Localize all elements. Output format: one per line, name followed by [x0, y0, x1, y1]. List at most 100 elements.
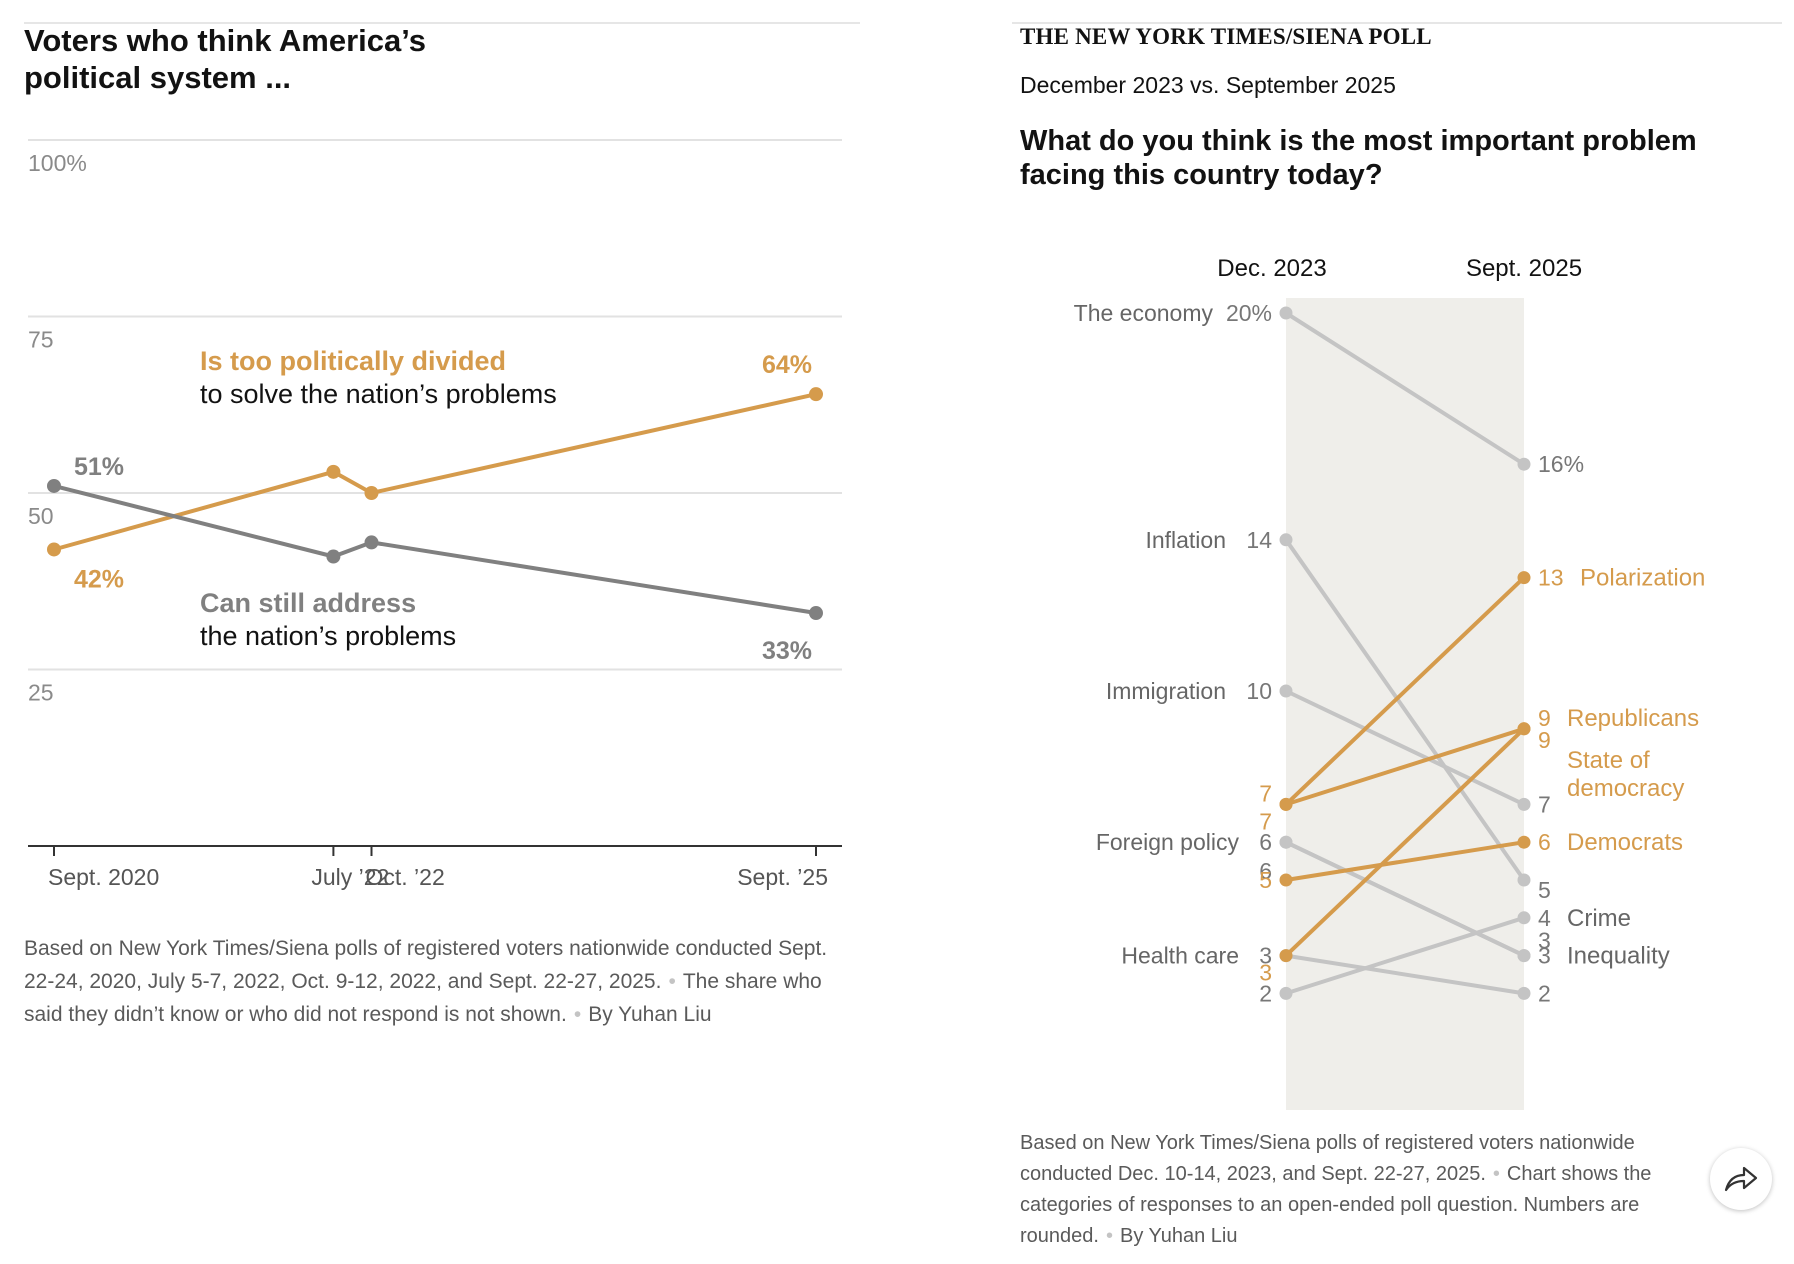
category-label: Democrats [1567, 829, 1683, 856]
separator-dot: • [1492, 1163, 1500, 1185]
start-value-label: 3 [1259, 943, 1272, 969]
notes-byline: By Yuhan Liu [1119, 1225, 1238, 1247]
data-point [809, 606, 823, 621]
end-value-label: 3 [1538, 943, 1551, 969]
category-label: Inflation [1145, 527, 1226, 553]
start-value-label: 20% [1226, 300, 1272, 326]
start-value-label: 42% [74, 565, 124, 593]
category-label: Inequality [1567, 943, 1670, 970]
end-value-label: 7 [1538, 791, 1551, 817]
x-tick-label: July ’22 [311, 864, 389, 890]
start-value-label: 3 [1259, 960, 1272, 986]
end-value-label: 16% [1538, 451, 1584, 477]
start-value-label: 10 [1246, 678, 1272, 704]
start-value-label: 2 [1259, 980, 1272, 1006]
right-chart-panel: THE NEW YORK TIMES/SIENA POLL December 2… [1000, 0, 1794, 1264]
start-value-label: 6 [1259, 829, 1272, 855]
start-point [1279, 835, 1293, 849]
start-point [1279, 986, 1293, 1000]
end-value-label: 2 [1538, 980, 1551, 1006]
end-value-label: 6 [1538, 829, 1551, 855]
notes-source: Based on New York Times/Siena polls of r… [24, 937, 828, 993]
series-name-label-line2: to solve the nation’s problems [200, 379, 557, 409]
column-header: Sept. 2025 [1466, 255, 1582, 282]
notes-source: Based on New York Times/Siena polls of r… [1020, 1132, 1635, 1185]
end-point [1517, 986, 1531, 1000]
share-arrow-icon [1724, 1166, 1758, 1192]
end-value-label: 33% [762, 637, 812, 665]
slope-line [1284, 840, 1526, 958]
share-button[interactable] [1710, 1148, 1772, 1210]
end-point [1517, 457, 1531, 471]
end-value-label: 3 [1538, 928, 1551, 954]
data-point [47, 542, 61, 557]
top-rule [24, 22, 860, 24]
end-value-label: 9 [1538, 727, 1551, 753]
y-tick-label: 100% [28, 150, 87, 176]
data-point [326, 464, 341, 479]
category-label-line2: democracy [1567, 775, 1684, 802]
slope-line [1284, 726, 1526, 807]
start-value-label: 7 [1259, 808, 1272, 834]
start-value-label: 14 [1246, 527, 1272, 553]
data-point [364, 535, 379, 550]
category-label: Foreign policy [1096, 829, 1240, 855]
slope-line [1284, 311, 1526, 467]
left-chart-panel: Voters who think America’s political sys… [0, 0, 870, 1264]
category-label: Health care [1121, 943, 1239, 969]
category-label: State of [1567, 747, 1650, 774]
end-point [1517, 571, 1531, 585]
notes-detail: The share who said they didn’t know or w… [24, 970, 822, 1026]
end-point [1517, 835, 1531, 849]
category-label: Republicans [1567, 705, 1699, 732]
category-label: Polarization [1580, 565, 1705, 592]
slope-line [1284, 840, 1526, 882]
series-line [53, 392, 817, 552]
start-value-label: 51% [74, 453, 124, 481]
x-tick-label: Sept. ’25 [737, 864, 828, 890]
slope-line [1284, 953, 1526, 996]
left-chart-title-line2: political system ... [24, 60, 292, 95]
end-value-label: 4 [1538, 905, 1551, 931]
start-point [1279, 533, 1293, 547]
start-point [1279, 797, 1293, 811]
left-chart-notes: Based on New York Times/Siena polls of r… [24, 932, 854, 1031]
slope-line [1284, 537, 1526, 882]
separator-dot: • [668, 970, 676, 993]
end-point [1517, 797, 1531, 811]
start-value-label: 6 [1259, 858, 1272, 884]
separator-dot: • [573, 1003, 582, 1026]
series-name-label-line2: the nation’s problems [200, 621, 456, 651]
series-name-label: Is too politically divided [200, 346, 506, 376]
notes-detail: Chart shows the categories of responses … [1020, 1163, 1652, 1247]
x-tick-label: Sept. 2020 [48, 864, 159, 890]
y-tick-label: 75 [28, 327, 54, 353]
left-chart-title: Voters who think America’s political sys… [24, 22, 624, 96]
end-point [1517, 949, 1531, 963]
end-point [1517, 873, 1531, 887]
right-chart-notes: Based on New York Times/Siena polls of r… [1020, 1128, 1720, 1252]
end-value-label: 64% [762, 351, 812, 379]
data-point [326, 549, 341, 564]
poll-question: What do you think is the most important … [1020, 125, 1697, 191]
end-point [1517, 911, 1531, 925]
slope-chart: Dec. 2023 Sept. 2025 20% 16% The economy 14 5 I… [1074, 255, 1705, 1110]
y-tick-label: 50 [28, 503, 54, 529]
column-header: Dec. 2023 [1217, 255, 1326, 282]
end-point [1517, 722, 1531, 736]
start-point [1279, 873, 1293, 887]
y-tick-label: 25 [28, 680, 54, 706]
data-point [809, 387, 823, 402]
series-line [53, 483, 817, 615]
category-label: The economy [1074, 300, 1214, 326]
category-label: Immigration [1106, 678, 1226, 704]
separator-dot: • [1105, 1225, 1113, 1247]
x-tick-label: Oct. ’22 [366, 864, 445, 890]
end-value-label: 9 [1538, 705, 1551, 731]
data-point [364, 486, 379, 500]
slope-line [1284, 575, 1526, 807]
top-rule [1012, 22, 1782, 24]
slope-line [1284, 915, 1526, 996]
poll-kicker: THE NEW YORK TIMES/SIENA POLL [1020, 24, 1432, 49]
